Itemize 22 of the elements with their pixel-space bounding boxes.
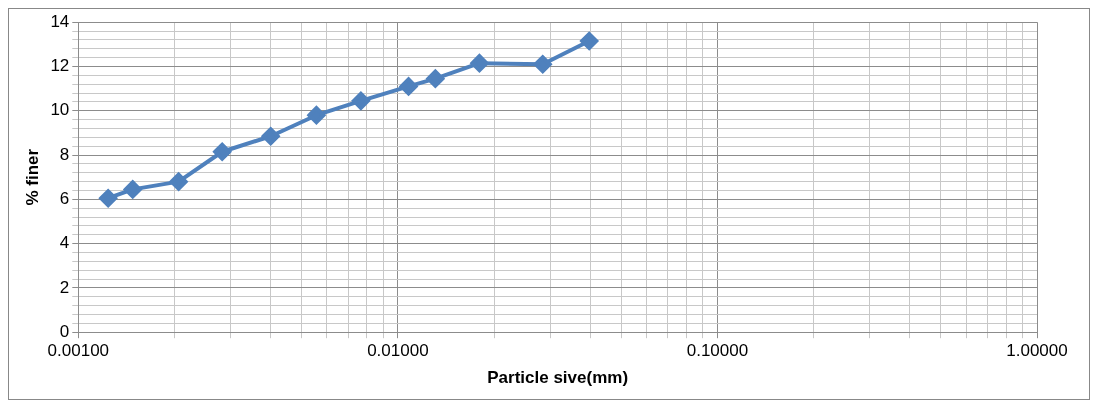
x-tick-label: 1.00000 bbox=[1006, 341, 1068, 361]
point bbox=[261, 127, 280, 146]
point bbox=[213, 142, 232, 161]
point bbox=[123, 180, 142, 199]
point bbox=[169, 172, 188, 191]
x-tick-label: 0.01000 bbox=[367, 341, 429, 361]
point bbox=[351, 91, 370, 110]
y-tick-label: 8 bbox=[59, 144, 70, 164]
point bbox=[533, 55, 552, 74]
y-tick-label: 2 bbox=[59, 277, 70, 297]
point bbox=[580, 32, 599, 51]
x-axis-title: Particle sive(mm) bbox=[487, 368, 629, 388]
y-tick-label: 14 bbox=[50, 11, 70, 31]
y-tick-label: 0 bbox=[59, 321, 70, 341]
point bbox=[307, 106, 326, 125]
x-tick-label: 0.10000 bbox=[686, 341, 749, 361]
y-tick-label: 12 bbox=[50, 56, 70, 76]
x-tick-label: 0.00100 bbox=[47, 341, 110, 361]
y-tick-label: 10 bbox=[50, 100, 70, 120]
y-tick-label: 4 bbox=[59, 233, 70, 253]
y-axis-title: % finer bbox=[22, 148, 42, 206]
y-tick-label: 6 bbox=[59, 189, 70, 209]
